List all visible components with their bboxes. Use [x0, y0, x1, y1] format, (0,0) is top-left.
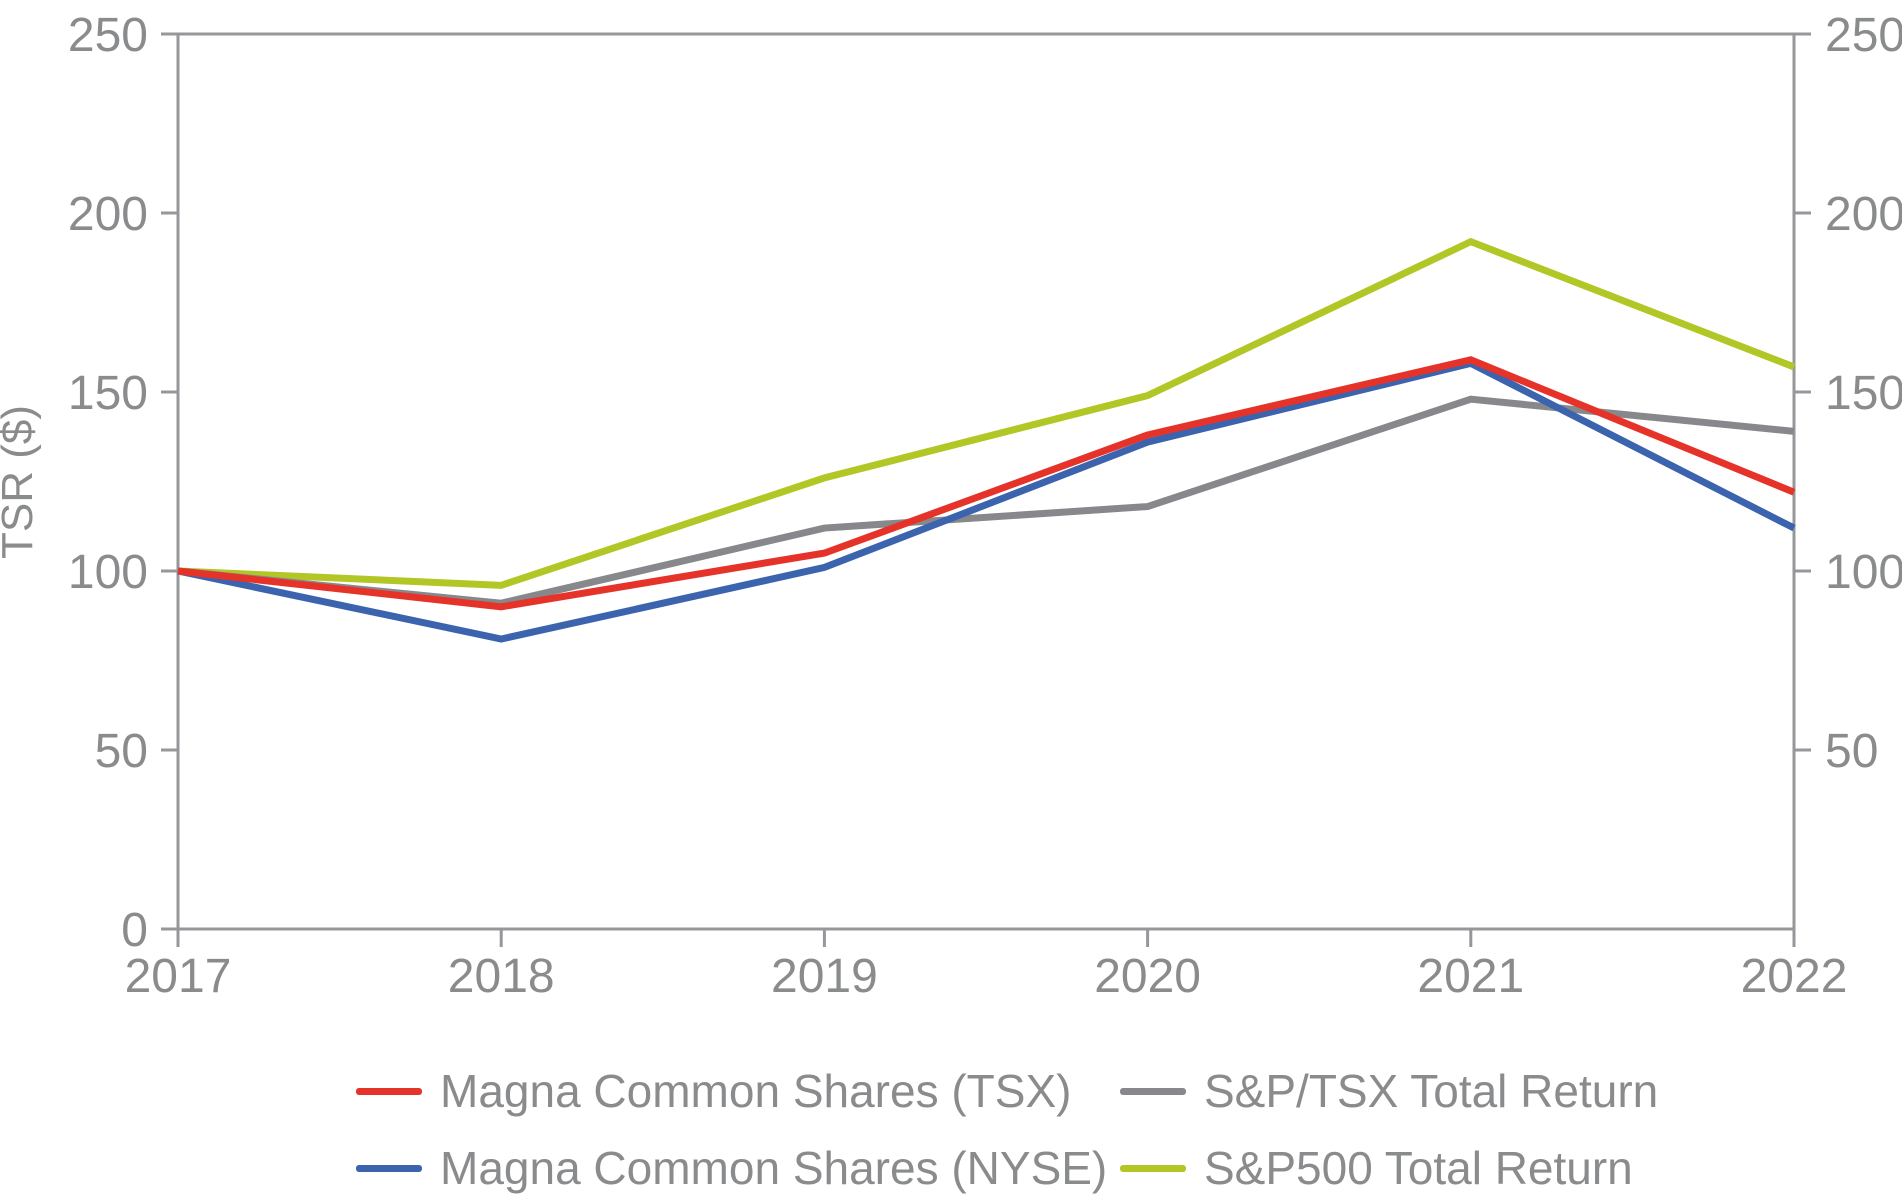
y-tick-label-right: 150	[1825, 367, 1902, 420]
x-tick-label: 2020	[1094, 950, 1201, 1003]
series-line-magna-common-shares-nyse	[177, 359, 1796, 643]
y-tick-label-right: 50	[1825, 725, 1878, 778]
legend-swatch-magna-tsx	[356, 1087, 422, 1095]
legend-label-magna-nyse: Magna Common Shares (NYSE)	[440, 1142, 1108, 1194]
legend-item-magna-tsx: Magna Common Shares (TSX)	[356, 1063, 1071, 1119]
legend-item-sp500: S&P500 Total Return	[1120, 1140, 1633, 1196]
y-tick-label-left: 0	[121, 904, 148, 957]
y-tick-label-left: 250	[68, 9, 148, 62]
y-tick-label-left: 100	[68, 546, 148, 599]
legend-label-sptsx: S&P/TSX Total Return	[1204, 1065, 1659, 1117]
legend-label-magna-tsx: Magna Common Shares (TSX)	[440, 1065, 1072, 1117]
x-tick-label: 2021	[1417, 950, 1524, 1003]
y-tick-label-right: 250	[1825, 9, 1902, 62]
x-tick-label: 2019	[771, 950, 878, 1003]
y-tick-label-right: 200	[1825, 188, 1902, 241]
x-tick-label: 2017	[125, 950, 232, 1003]
series-line-magna-common-shares-tsx	[177, 356, 1796, 611]
y-tick-label-left: 50	[95, 725, 148, 778]
x-tick-label: 2022	[1741, 950, 1848, 1003]
series-line-s-p500-total-return	[177, 237, 1796, 589]
y-tick-label-right: 100	[1825, 546, 1902, 599]
y-tick-label-left: 150	[68, 367, 148, 420]
legend-swatch-magna-nyse	[356, 1164, 422, 1172]
legend-label-sp500: S&P500 Total Return	[1204, 1142, 1633, 1194]
legend-item-magna-nyse: Magna Common Shares (NYSE)	[356, 1140, 1107, 1196]
legend-swatch-sptsx	[1120, 1087, 1186, 1095]
x-tick-label: 2018	[448, 950, 555, 1003]
legend-item-sptsx: S&P/TSX Total Return	[1120, 1063, 1658, 1119]
legend-swatch-sp500	[1120, 1164, 1186, 1172]
y-axis-title: TSR ($)	[0, 405, 42, 559]
y-tick-label-left: 200	[68, 188, 148, 241]
